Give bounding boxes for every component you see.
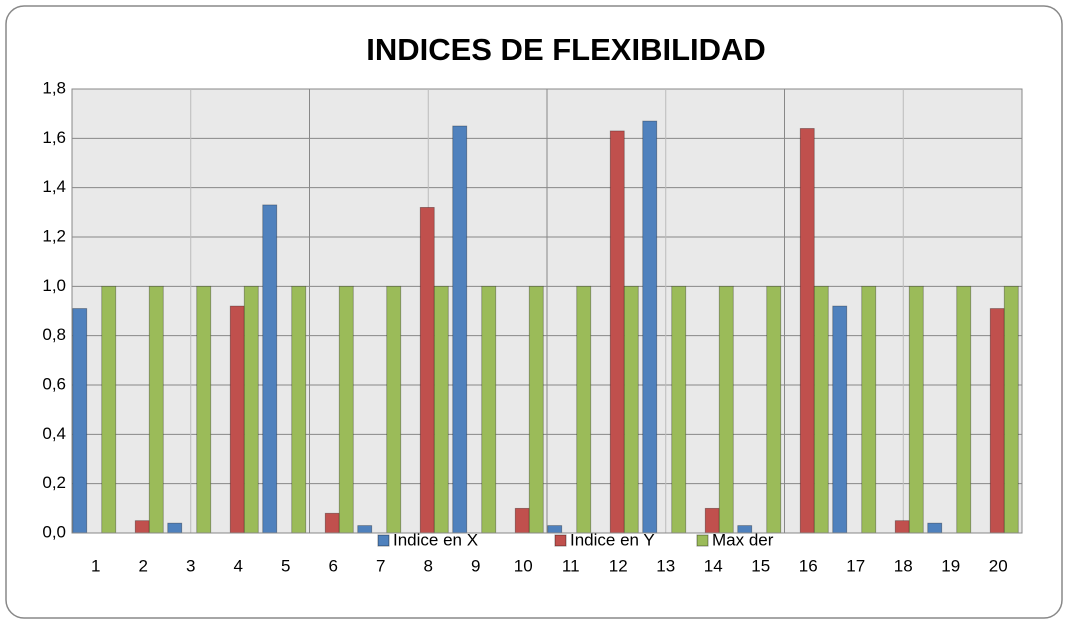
bar — [243, 285, 259, 534]
x-tick-label: 14 — [704, 556, 723, 575]
bar — [832, 305, 848, 534]
bar — [642, 120, 658, 534]
x-tick-label: 1 — [91, 556, 100, 575]
bar — [196, 285, 212, 534]
bar — [894, 520, 910, 534]
x-tick-label: 18 — [894, 556, 913, 575]
legend-swatch — [696, 534, 709, 547]
bar — [528, 285, 544, 534]
x-tick-label: 16 — [799, 556, 818, 575]
bar — [609, 130, 625, 534]
y-tick-label: 0,8 — [42, 325, 66, 344]
bar — [433, 285, 449, 534]
x-tick-label: 9 — [471, 556, 480, 575]
x-tick-label: 8 — [424, 556, 433, 575]
x-tick-label: 3 — [186, 556, 195, 575]
bar — [956, 285, 972, 534]
y-tick-label: 1,4 — [42, 177, 66, 196]
bar — [718, 285, 734, 534]
x-tick-label: 20 — [989, 556, 1008, 575]
legend-label: Max der — [712, 530, 774, 549]
bar — [148, 285, 164, 534]
legend-label: Indice en Y — [570, 530, 655, 549]
x-tick-label: 6 — [329, 556, 338, 575]
bar — [547, 525, 563, 534]
bar — [452, 125, 468, 534]
bar — [338, 285, 354, 534]
legend-label: Indice en X — [393, 530, 478, 549]
bar — [291, 285, 307, 534]
bar — [671, 285, 687, 534]
bar — [167, 522, 183, 534]
y-tick-label: 1,0 — [42, 276, 66, 295]
y-tick-label: 1,6 — [42, 128, 66, 147]
x-tick-label: 10 — [514, 556, 533, 575]
bar — [576, 285, 592, 534]
y-tick-label: 1,2 — [42, 226, 66, 245]
x-tick-label: 2 — [139, 556, 148, 575]
bar — [623, 285, 639, 534]
y-tick-label: 0,6 — [42, 374, 66, 393]
bar — [72, 308, 88, 534]
bar — [386, 285, 402, 534]
bar — [799, 128, 815, 534]
bar — [481, 285, 497, 534]
bar — [908, 285, 924, 534]
x-tick-label: 13 — [656, 556, 675, 575]
bar — [357, 525, 373, 534]
bar — [927, 522, 943, 534]
legend-swatch — [554, 534, 567, 547]
bar — [101, 285, 117, 534]
chart-title: INDICES DE FLEXIBILIDAD — [366, 32, 766, 67]
x-tick-label: 19 — [941, 556, 960, 575]
bar — [861, 285, 877, 534]
x-tick-label: 12 — [609, 556, 628, 575]
bar — [419, 206, 435, 534]
legend-swatch — [377, 534, 390, 547]
bar — [324, 512, 340, 534]
y-tick-label: 0,2 — [42, 473, 66, 492]
bar — [514, 507, 530, 534]
y-tick-label: 0,0 — [42, 522, 66, 541]
bar — [766, 285, 782, 534]
bar — [1003, 285, 1019, 534]
y-tick-label: 0,4 — [42, 424, 66, 443]
bar — [229, 305, 245, 534]
bar — [813, 285, 829, 534]
x-tick-label: 15 — [751, 556, 770, 575]
x-tick-label: 11 — [562, 556, 580, 575]
x-tick-label: 17 — [846, 556, 865, 575]
bar — [262, 204, 278, 534]
x-tick-label: 5 — [281, 556, 290, 575]
bar — [704, 507, 720, 534]
bar — [989, 308, 1005, 534]
x-tick-label: 7 — [376, 556, 385, 575]
y-tick-label: 1,8 — [42, 78, 66, 97]
bar — [134, 520, 150, 534]
x-tick-label: 4 — [234, 556, 243, 575]
